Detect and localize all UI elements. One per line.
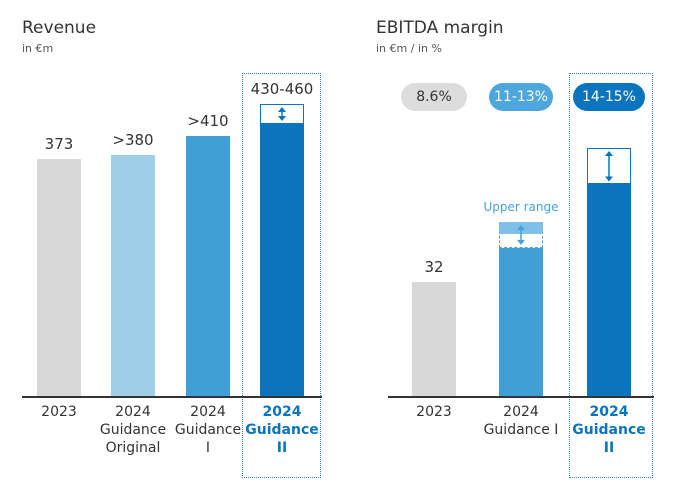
category-label-line: Original (105, 440, 161, 456)
category-label-line: 2024 (503, 404, 539, 420)
ebitda-bar (587, 183, 631, 396)
category-label-line: Guidance (99, 422, 167, 438)
revenue-subtitle: in €m (22, 42, 54, 55)
range-arrow-icon (278, 107, 286, 122)
category-label-line: 2024 (190, 404, 226, 420)
ebitda-bar (412, 282, 456, 396)
category-label-line: Guidance (572, 422, 646, 438)
category-label-line: Guidance I (483, 422, 559, 438)
category-label-line: 2024 (262, 404, 302, 420)
revenue-highlight-box (242, 73, 321, 478)
category-label-line: Guidance (245, 422, 319, 438)
category-label-line: 2023 (416, 404, 452, 420)
ebitda-highlight-box (569, 73, 653, 478)
range-arrow-icon (517, 225, 525, 245)
revenue-bar (186, 135, 230, 396)
category-label: 2023 (389, 403, 479, 421)
category-label: 2024 Guidance I (163, 403, 253, 457)
category-label: 2024 Guidance II (237, 403, 327, 457)
category-label-line: 2023 (41, 404, 77, 420)
range-arrow-icon (605, 150, 613, 182)
revenue-bar (37, 159, 81, 396)
ebitda-subtitle: in €m / in % (376, 42, 442, 55)
revenue-value-label: 430-460 (250, 80, 314, 99)
category-label: 2023 (14, 403, 104, 421)
category-label-line: 2024 (589, 404, 629, 420)
category-label-line: I (205, 440, 211, 456)
category-label-line: Guidance (174, 422, 242, 438)
revenue-title: Revenue (22, 18, 97, 38)
category-label: 2024 Guidance II (564, 403, 654, 457)
category-label-line: II (603, 440, 615, 456)
category-label: 2024 Guidance I (476, 403, 566, 439)
revenue-value-label: 373 (44, 135, 74, 154)
margin-pill: 11-13% (489, 83, 553, 111)
category-label: 2024 Guidance Original (88, 403, 178, 457)
revenue-bar (111, 154, 155, 396)
category-label-line: II (276, 440, 288, 456)
ebitda-value-label: 32 (424, 258, 444, 277)
revenue-bar (260, 123, 304, 396)
revenue-x-axis (22, 396, 322, 398)
margin-pill: 8.6% (401, 83, 467, 111)
margin-pill: 14-15% (573, 83, 645, 111)
upper-range-label: Upper range (483, 200, 559, 215)
ebitda-title: EBITDA margin (376, 18, 504, 38)
revenue-value-label: >410 (187, 111, 229, 130)
revenue-value-label: >380 (112, 130, 154, 149)
ebitda-bar (499, 246, 543, 396)
ebitda-x-axis (388, 396, 654, 398)
category-label-line: 2024 (115, 404, 151, 420)
